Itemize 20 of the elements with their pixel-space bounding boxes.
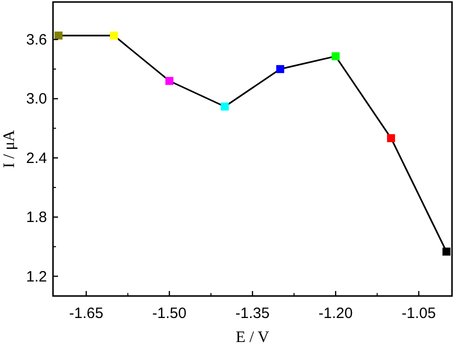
x-tick-label: -1.65 [69,305,104,322]
point [54,32,63,40]
x-tick-label: -1.35 [235,305,270,322]
point [220,102,229,111]
point [276,65,284,74]
x-tick-label: -1.50 [152,305,186,322]
y-tick-label: 3.0 [26,90,47,108]
point [332,52,340,60]
y-tick-label: 2.4 [26,150,47,167]
y-tick-label: 3.6 [26,31,47,48]
y-axis-title: I / μA [1,130,18,168]
point [165,76,174,85]
point [442,248,450,256]
x-axis-title: E / V [236,329,270,346]
x-tick-label: -1.20 [318,305,353,322]
y-tick-label: 1.8 [26,209,47,226]
point [110,32,118,40]
y-tick-label: 1.2 [26,268,47,286]
x-tick-label: -1.05 [402,305,436,322]
point [387,134,396,142]
